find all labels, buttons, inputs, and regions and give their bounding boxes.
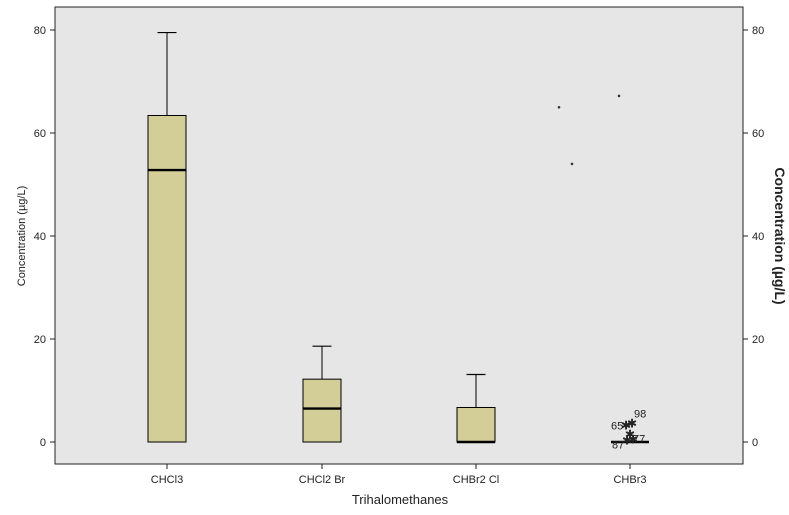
outlier-star: ✱ (627, 416, 637, 430)
x-tick-label: CHBr2 Cl (453, 474, 499, 486)
y-axis-right-title: Concentration (µg/L) (772, 167, 788, 304)
box-chbr2cl (456, 373, 496, 444)
x-tick-label: CHCl2 Br (299, 474, 346, 486)
outlier-star: ✱ (625, 427, 635, 441)
y-tick-label-right: 80 (752, 25, 764, 37)
outlier-label: 98 (634, 408, 646, 420)
box-chcl2br (302, 345, 342, 443)
x-tick-label: CHCl3 (151, 474, 183, 486)
box-series (147, 31, 649, 444)
y-tick-label-right: 40 (752, 231, 764, 243)
outlier-star: ✱ (621, 419, 631, 433)
outlier-label: 65 (611, 421, 623, 433)
outlier-point (617, 94, 621, 98)
box-iqr (302, 378, 342, 443)
x-axis-title: Trihalomethanes (352, 492, 449, 507)
y-tick-label-right: 20 (752, 334, 764, 346)
outlier-label: 87 (612, 439, 624, 451)
y-axis-left-title: Concentration (µg/L) (16, 186, 28, 287)
y-tick-label-left: 80 (34, 25, 46, 37)
y-tick-label-left: 0 (40, 437, 46, 449)
outlier-star: ✱ (628, 432, 638, 446)
outlier-label: 77 (633, 433, 645, 445)
y-tick-label-right: 60 (752, 128, 764, 140)
box-chcl3 (147, 31, 187, 443)
outlier-series: ✱65 ✱98✱✱77✱87 (557, 94, 646, 451)
y-tick-label-left: 60 (34, 128, 46, 140)
outlier-point (557, 105, 561, 109)
x-axis: CHCl3 CHCl2 Br CHBr2 Cl CHBr3 (151, 464, 647, 486)
x-tick-label: CHBr3 (613, 474, 646, 486)
box-iqr (456, 406, 496, 443)
y-tick-label-left: 20 (34, 334, 46, 346)
y-axis-right: 0 20 40 60 80 (743, 25, 764, 449)
box-iqr (147, 114, 187, 443)
y-tick-label-right: 0 (752, 437, 758, 449)
y-axis-left: 0 20 40 60 80 (34, 25, 55, 449)
outlier-point (570, 162, 574, 166)
y-tick-label-left: 40 (34, 231, 46, 243)
outlier-star: ✱ (622, 433, 632, 447)
